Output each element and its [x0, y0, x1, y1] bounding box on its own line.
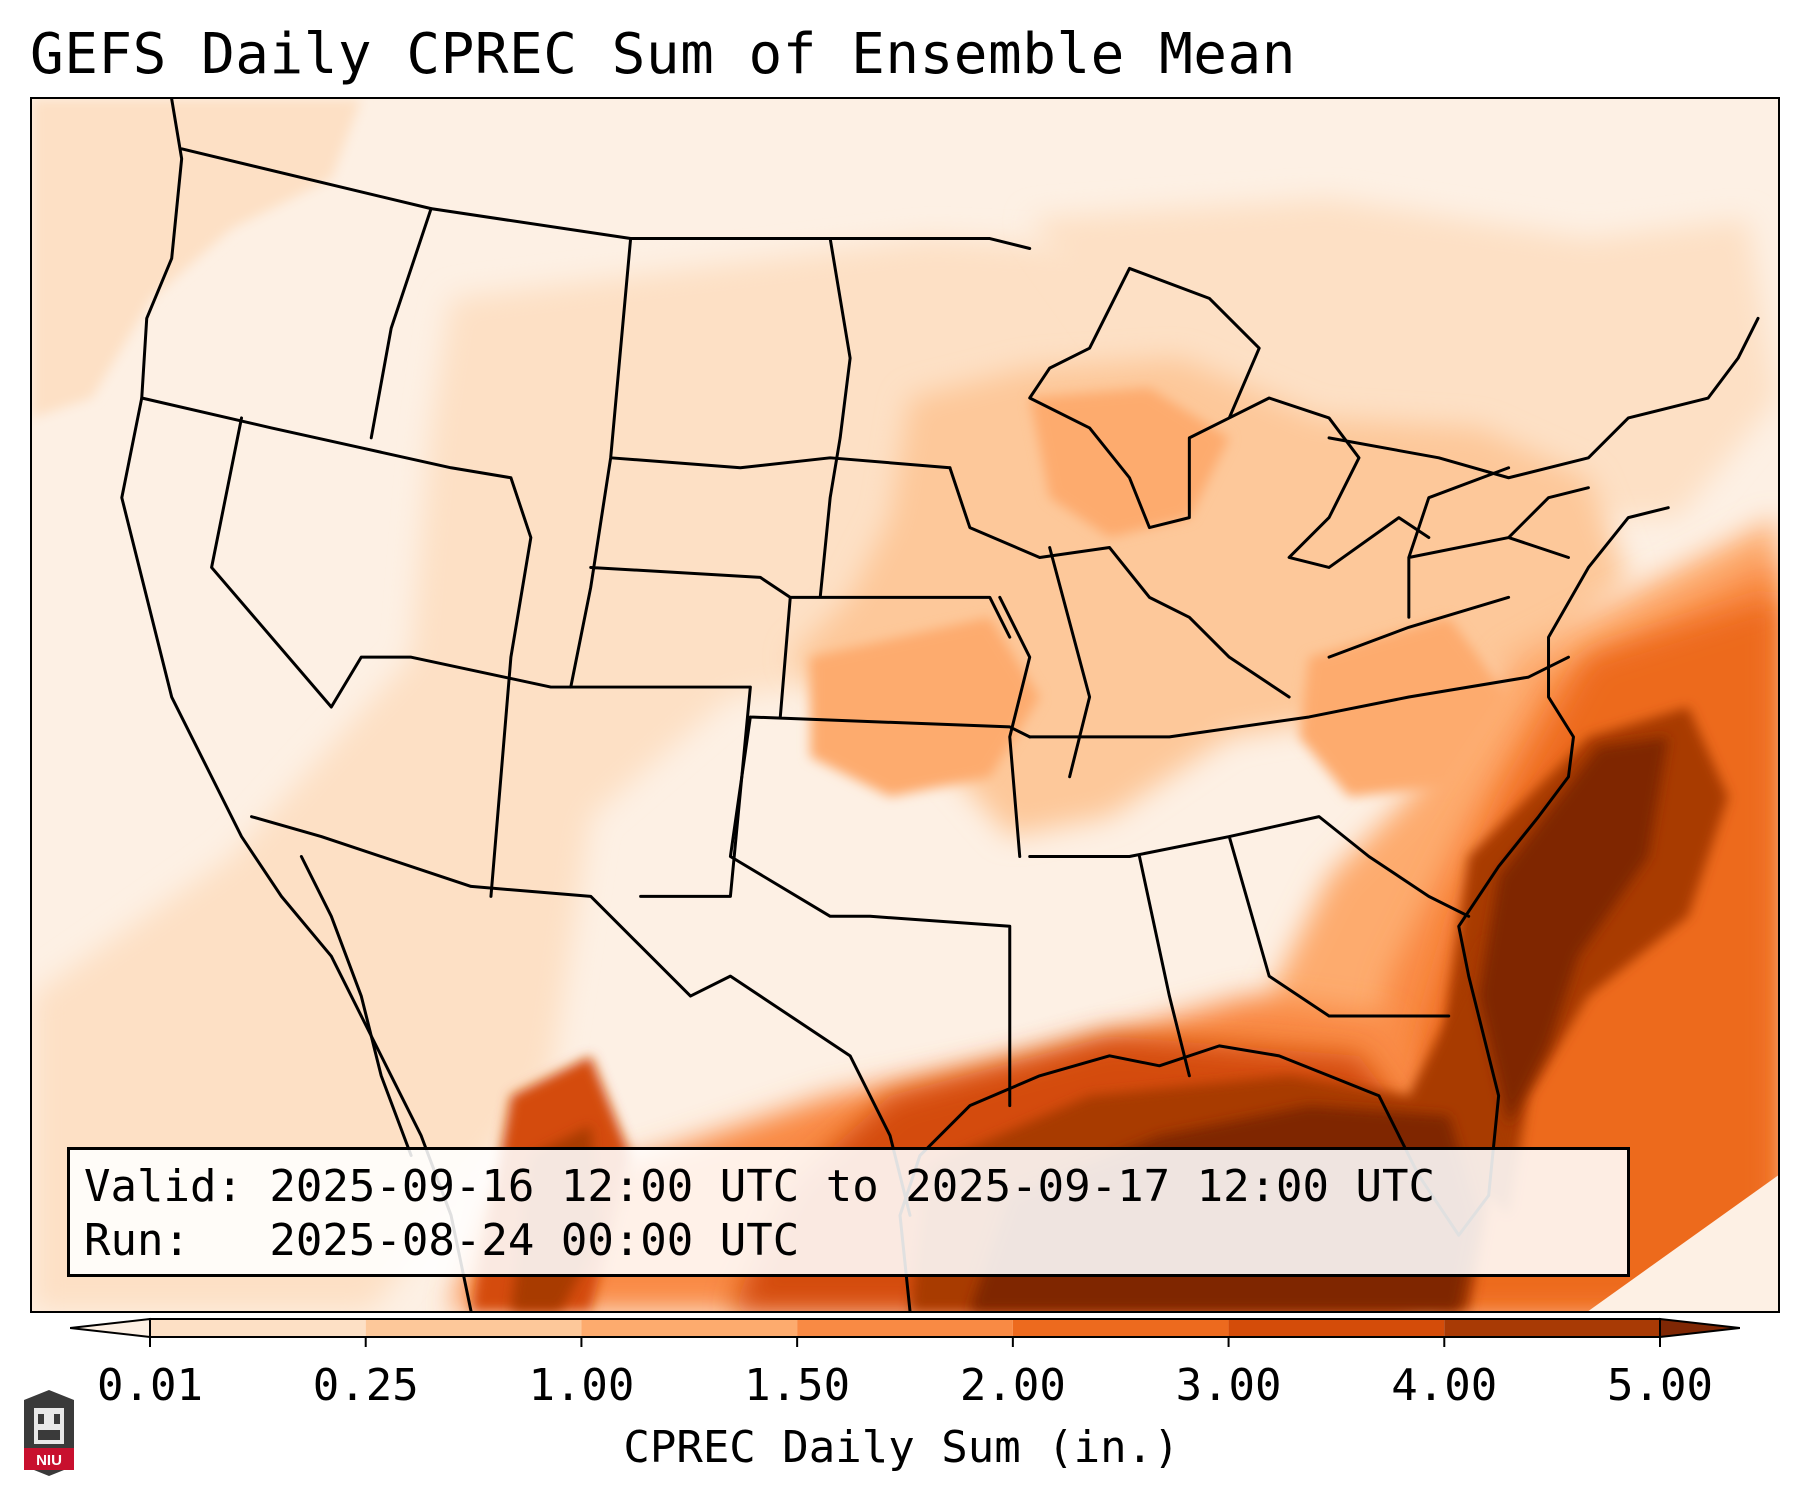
colorbar-axis-label: CPREC Daily Sum (in.)	[623, 1422, 1180, 1473]
colorbar-tick-label: 1.50	[744, 1360, 851, 1411]
state-lines-west	[140, 207, 752, 898]
colorbar-tick-label: 0.25	[312, 1360, 419, 1411]
baja-coast	[299, 855, 413, 1158]
colorbar-tick-label: 0.01	[97, 1360, 203, 1411]
valid-time-label: Valid: 2025-09-16 12:00 UTC to 2025-09-1…	[84, 1161, 1436, 1212]
niu-logo: NIU	[24, 1390, 74, 1476]
colorbar-segment	[1012, 1319, 1229, 1337]
borders	[120, 99, 1760, 1311]
us-canada-border-east	[1327, 316, 1760, 480]
colorbar-segment	[581, 1319, 798, 1337]
colorbar-tick-label: 3.00	[1175, 1360, 1282, 1411]
colorbar-segment	[1444, 1319, 1660, 1337]
state-lines-central	[569, 237, 1032, 1108]
colorbar	[70, 1317, 1740, 1347]
precip-field	[32, 99, 1778, 1311]
colorbar-outline	[149, 1318, 1661, 1338]
state-lines-east	[948, 466, 1590, 1078]
colorbar-segment	[1228, 1319, 1445, 1337]
us-canada-border-west	[180, 147, 1032, 251]
colorbar-tick-label: 1.00	[528, 1360, 635, 1411]
colorbar-tick-label: 5.00	[1607, 1360, 1713, 1411]
precipitation-map	[30, 97, 1780, 1313]
colorbar-segment	[150, 1319, 366, 1337]
colorbar-extend-max	[1659, 1317, 1740, 1339]
colorbar-segment	[797, 1319, 1013, 1337]
niu-logo-text: NIU	[36, 1452, 62, 1469]
colorbar-tick-label: 2.00	[959, 1360, 1066, 1411]
map-title: GEFS Daily CPREC Sum of Ensemble Mean	[30, 22, 1296, 87]
pacific-coast	[120, 99, 473, 1311]
atlantic-coast	[1457, 506, 1670, 1197]
great-lakes	[1028, 266, 1431, 569]
run-time-label: Run: 2025-08-24 00:00 UTC	[84, 1215, 800, 1266]
map-canvas	[32, 99, 1778, 1311]
mexico-border	[250, 815, 912, 1217]
colorbar-tick-label: 4.00	[1391, 1360, 1498, 1411]
colorbar-segment	[365, 1319, 582, 1337]
run-info-box: Valid: 2025-09-16 12:00 UTC to 2025-09-1…	[67, 1147, 1630, 1277]
colorbar-extend-min	[70, 1317, 151, 1339]
